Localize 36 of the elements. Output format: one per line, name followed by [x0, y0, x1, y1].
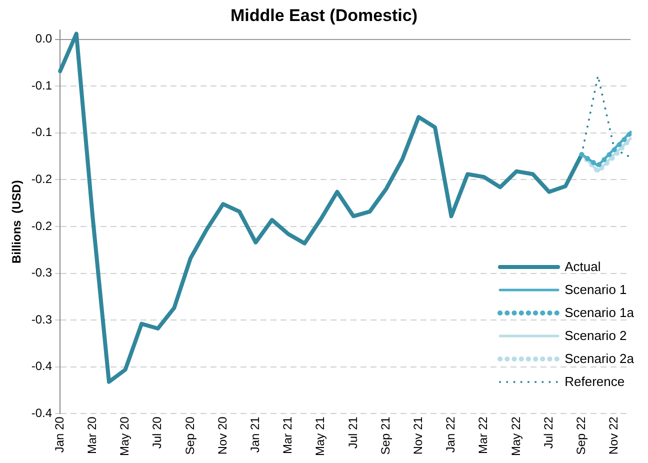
x-tick-label: Mar 21	[280, 416, 295, 454]
legend-label: Reference	[564, 374, 625, 389]
x-tick-label: Jan 22	[444, 416, 458, 453]
x-tick-label: Jul 20	[150, 416, 164, 449]
x-tick-label: Mar 20	[84, 416, 99, 454]
y-tick-label: -0.1	[31, 78, 52, 92]
y-tick-label: -0.4	[31, 359, 52, 374]
chart-title: Middle East (Domestic)	[229, 6, 419, 26]
y-axis-title: Billions (USD)	[10, 180, 24, 264]
legend-label: Actual	[564, 259, 601, 274]
line-series	[580, 74, 632, 158]
x-tick-label: Jul 21	[346, 416, 360, 449]
x-tick-label: May 22	[508, 416, 523, 456]
x-tick-label: Nov 20	[215, 416, 230, 455]
legend-label: Scenario 1a	[564, 305, 634, 320]
x-tick-label: Mar 22	[476, 416, 490, 454]
y-tick-label: -0.3	[31, 312, 52, 326]
legend-label: Scenario 2a	[564, 351, 634, 366]
x-tick-label: Sep 22	[574, 416, 588, 455]
x-tick-label: May 21	[313, 416, 328, 456]
legend-label: Scenario 2	[564, 328, 627, 343]
x-tick-label: May 20	[118, 416, 132, 456]
y-tick-label: -0.2	[31, 172, 52, 186]
x-tick-label: Sep 21	[378, 416, 392, 455]
x-tick-label: Sep 20	[182, 416, 197, 455]
y-tick-label: -0.4	[31, 406, 52, 420]
y-tick-label: -0.3	[31, 266, 52, 280]
x-tick-label: Jul 22	[541, 416, 556, 449]
legend-label: Scenario 1	[564, 282, 627, 297]
y-tick-label: -0.2	[31, 218, 52, 233]
x-tick-label: Jan 20	[52, 416, 66, 453]
y-tick-label: -0.1	[31, 125, 52, 140]
x-tick-label: Jan 21	[248, 416, 262, 453]
x-tick-label: Nov 21	[411, 416, 426, 455]
x-tick-label: Nov 22	[606, 416, 621, 455]
y-tick-label: 0.0	[35, 32, 52, 46]
